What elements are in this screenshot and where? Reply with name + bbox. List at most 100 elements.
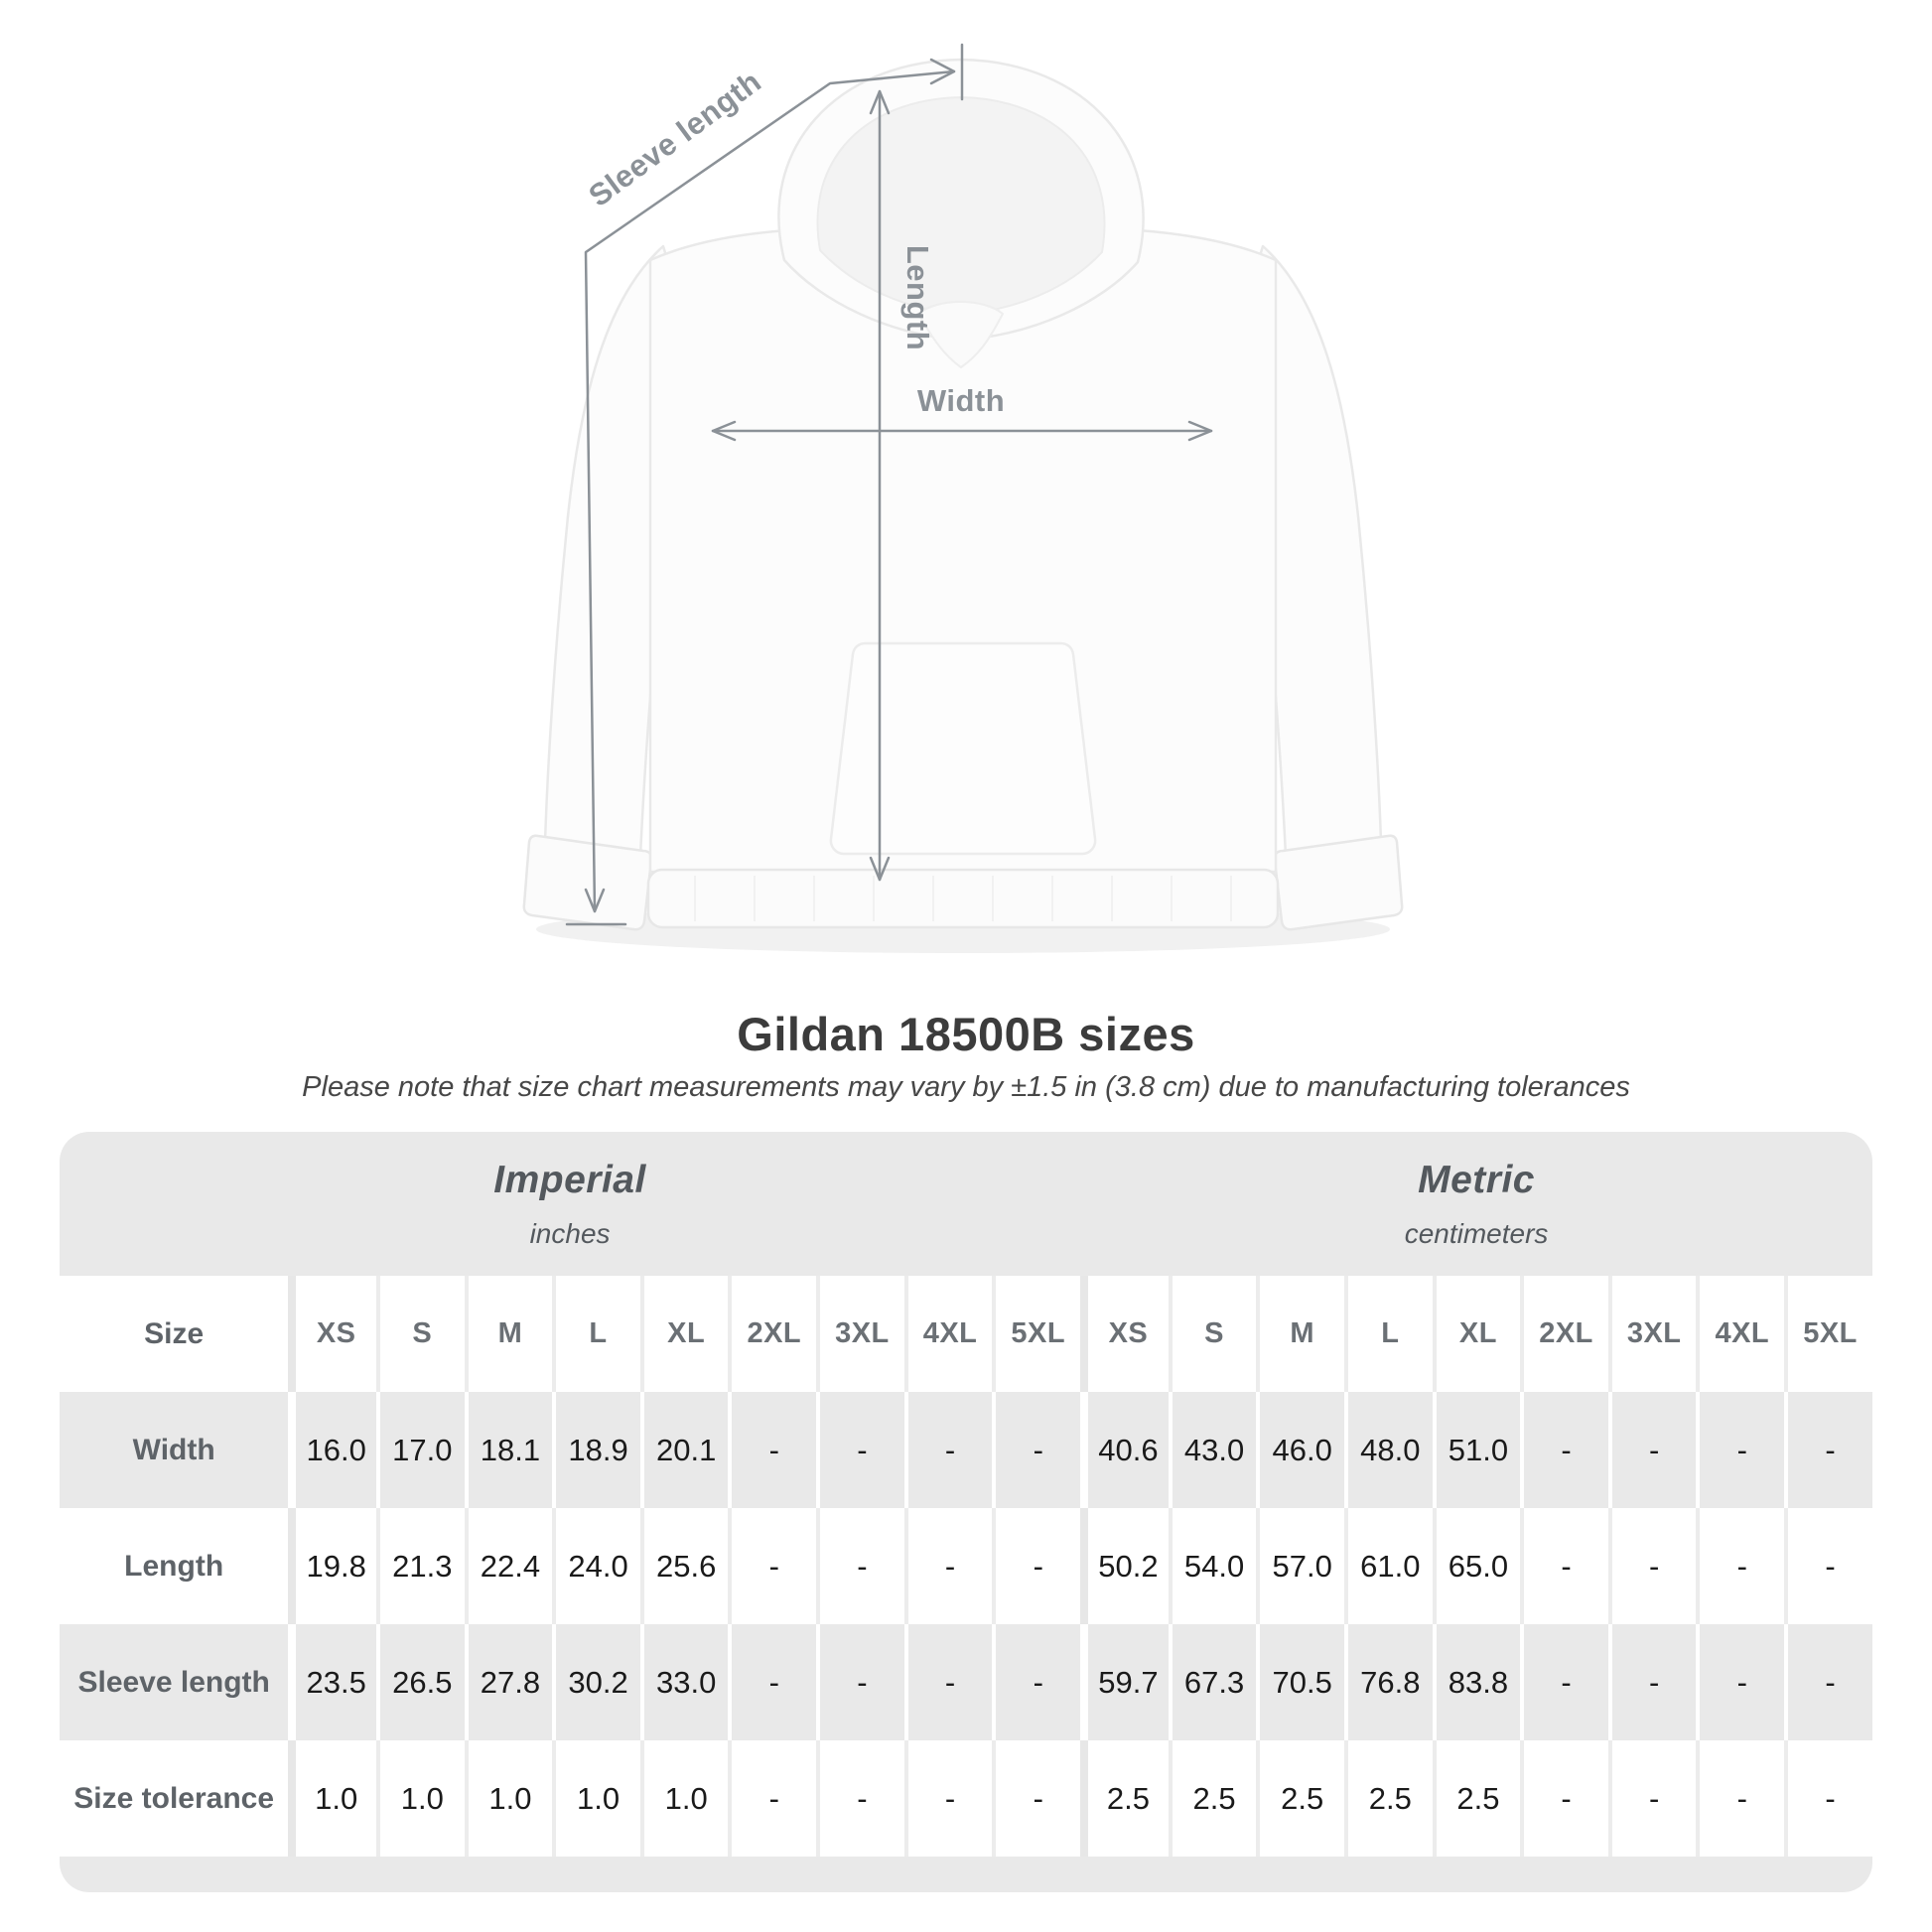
table-cell: -: [728, 1392, 817, 1508]
column-header-metric-5xl: 5XL: [1784, 1276, 1872, 1392]
column-header-imperial-s: S: [375, 1276, 465, 1392]
width-label: Width: [917, 383, 1005, 418]
metric-group-header: Metric centimeters: [1080, 1132, 1872, 1276]
table-cell: 67.3: [1168, 1624, 1257, 1740]
hoodie-diagram-svg: Sleeve length Length Width: [522, 43, 1404, 953]
column-header-imperial-4xl: 4XL: [903, 1276, 993, 1392]
row-label: Sleeve length: [60, 1624, 289, 1740]
imperial-sublabel: inches: [529, 1217, 611, 1249]
table-row: Length 19.8 21.3 22.4 24.0 25.6- - - -50.2 54.0 57…: [60, 1508, 1872, 1624]
column-header-imperial-m: M: [464, 1276, 553, 1392]
unit-group-row: Imperial inches Metric centimeters: [60, 1132, 1872, 1276]
row-label: Length: [60, 1508, 289, 1624]
hoodie-right-cuff: [1273, 834, 1404, 931]
table-cell: 46.0: [1256, 1392, 1344, 1508]
column-header-metric-m: M: [1256, 1276, 1344, 1392]
table-cell: 2.5: [1168, 1740, 1257, 1857]
table-cell: 21.3: [375, 1508, 465, 1624]
table-cell: 25.6: [639, 1508, 729, 1624]
table-cell: 17.0: [375, 1392, 465, 1508]
hood-inner-lining: [816, 95, 1106, 316]
length-label: Length: [900, 245, 935, 350]
column-header-metric-2xl: 2XL: [1520, 1276, 1608, 1392]
table-cell: 26.5: [375, 1624, 465, 1740]
table-cell: 30.2: [552, 1624, 640, 1740]
table-cell: 40.6: [1080, 1392, 1169, 1508]
table-cell: 2.5: [1343, 1740, 1433, 1857]
size-header-label: Size: [60, 1276, 289, 1392]
table-cell: -: [728, 1508, 817, 1624]
table-cell: -: [1696, 1392, 1785, 1508]
row-label: Size tolerance: [60, 1740, 289, 1857]
table-cell: -: [992, 1392, 1081, 1508]
column-header-metric-s: S: [1168, 1276, 1257, 1392]
size-table: Imperial inches Metric centimeters Size X…: [60, 1132, 1872, 1892]
table-cell: -: [992, 1624, 1081, 1740]
table-cell: 2.5: [1256, 1740, 1344, 1857]
table-cell: -: [1784, 1740, 1872, 1857]
row-label: Width: [60, 1392, 289, 1508]
table-cell: -: [903, 1740, 993, 1857]
table-cell: 1.0: [288, 1740, 376, 1857]
table-cell: -: [1520, 1624, 1608, 1740]
table-cell: 22.4: [464, 1508, 553, 1624]
table-cell: -: [1696, 1624, 1785, 1740]
table-cell: -: [728, 1740, 817, 1857]
table-cell: -: [1607, 1392, 1697, 1508]
table-cell: -: [1607, 1740, 1697, 1857]
page-title: Gildan 18500B sizes: [737, 1008, 1195, 1060]
table-cell: -: [1520, 1508, 1608, 1624]
table-footer-band: [60, 1857, 1872, 1892]
table-cell: 48.0: [1343, 1392, 1433, 1508]
imperial-label: Imperial: [493, 1158, 646, 1201]
column-header-imperial-5xl: 5XL: [992, 1276, 1081, 1392]
length-arrowhead-up: [869, 89, 891, 115]
table-cell: -: [1696, 1740, 1785, 1857]
table-cell: 70.5: [1256, 1624, 1344, 1740]
hoodie-pocket: [829, 641, 1097, 856]
imperial-group-header: Imperial inches: [60, 1132, 1081, 1276]
table-cell: 65.0: [1432, 1508, 1521, 1624]
table-cell: -: [903, 1508, 993, 1624]
table-cell: 2.5: [1080, 1740, 1169, 1857]
table-cell: -: [1520, 1392, 1608, 1508]
column-header-imperial-2xl: 2XL: [728, 1276, 817, 1392]
measurement-annotations: [565, 43, 1213, 926]
table-cell: 61.0: [1343, 1508, 1433, 1624]
table-footer-cell: [60, 1857, 1872, 1892]
table-cell: 18.9: [552, 1392, 640, 1508]
table-cell: -: [1696, 1508, 1785, 1624]
hoodie-hem: [646, 868, 1280, 929]
table-cell: -: [1607, 1508, 1697, 1624]
table-cell: -: [816, 1740, 904, 1857]
metric-label: Metric: [1418, 1158, 1535, 1201]
table-cell: -: [1784, 1508, 1872, 1624]
column-header-metric-l: L: [1343, 1276, 1433, 1392]
table-cell: -: [816, 1624, 904, 1740]
table-cell: -: [1607, 1624, 1697, 1740]
table-cell: 1.0: [639, 1740, 729, 1857]
table-cell: -: [1784, 1624, 1872, 1740]
table-cell: -: [903, 1624, 993, 1740]
table-cell: -: [903, 1392, 993, 1508]
hoodie-left-cuff: [522, 834, 653, 931]
column-header-imperial-3xl: 3XL: [816, 1276, 904, 1392]
size-table-wrap: Imperial inches Metric centimeters Size X…: [60, 1132, 1872, 1892]
table-row: Sleeve length 23.5 26.5 27.8 30.2 33.0- - - -59.…: [60, 1624, 1872, 1740]
table-row: Width 16.0 17.0 18.1 18.9 20.1- - - -40.6 43.0 46.…: [60, 1392, 1872, 1508]
sleeve-arrowhead-right: [929, 58, 956, 85]
metric-sublabel: centimeters: [1404, 1217, 1549, 1249]
sleeve-length-line: [584, 69, 956, 913]
table-cell: 20.1: [639, 1392, 729, 1508]
table-cell: -: [1784, 1392, 1872, 1508]
column-header-metric-xl: XL: [1432, 1276, 1521, 1392]
column-header-metric-4xl: 4XL: [1696, 1276, 1785, 1392]
table-cell: 2.5: [1432, 1740, 1521, 1857]
table-cell: -: [816, 1392, 904, 1508]
sleeve-arrowhead-down: [584, 888, 606, 913]
width-arrowhead-left: [711, 420, 737, 442]
table-cell: 1.0: [375, 1740, 465, 1857]
column-header-imperial-xs: XS: [288, 1276, 376, 1392]
table-cell: 59.7: [1080, 1624, 1169, 1740]
table-cell: -: [816, 1508, 904, 1624]
